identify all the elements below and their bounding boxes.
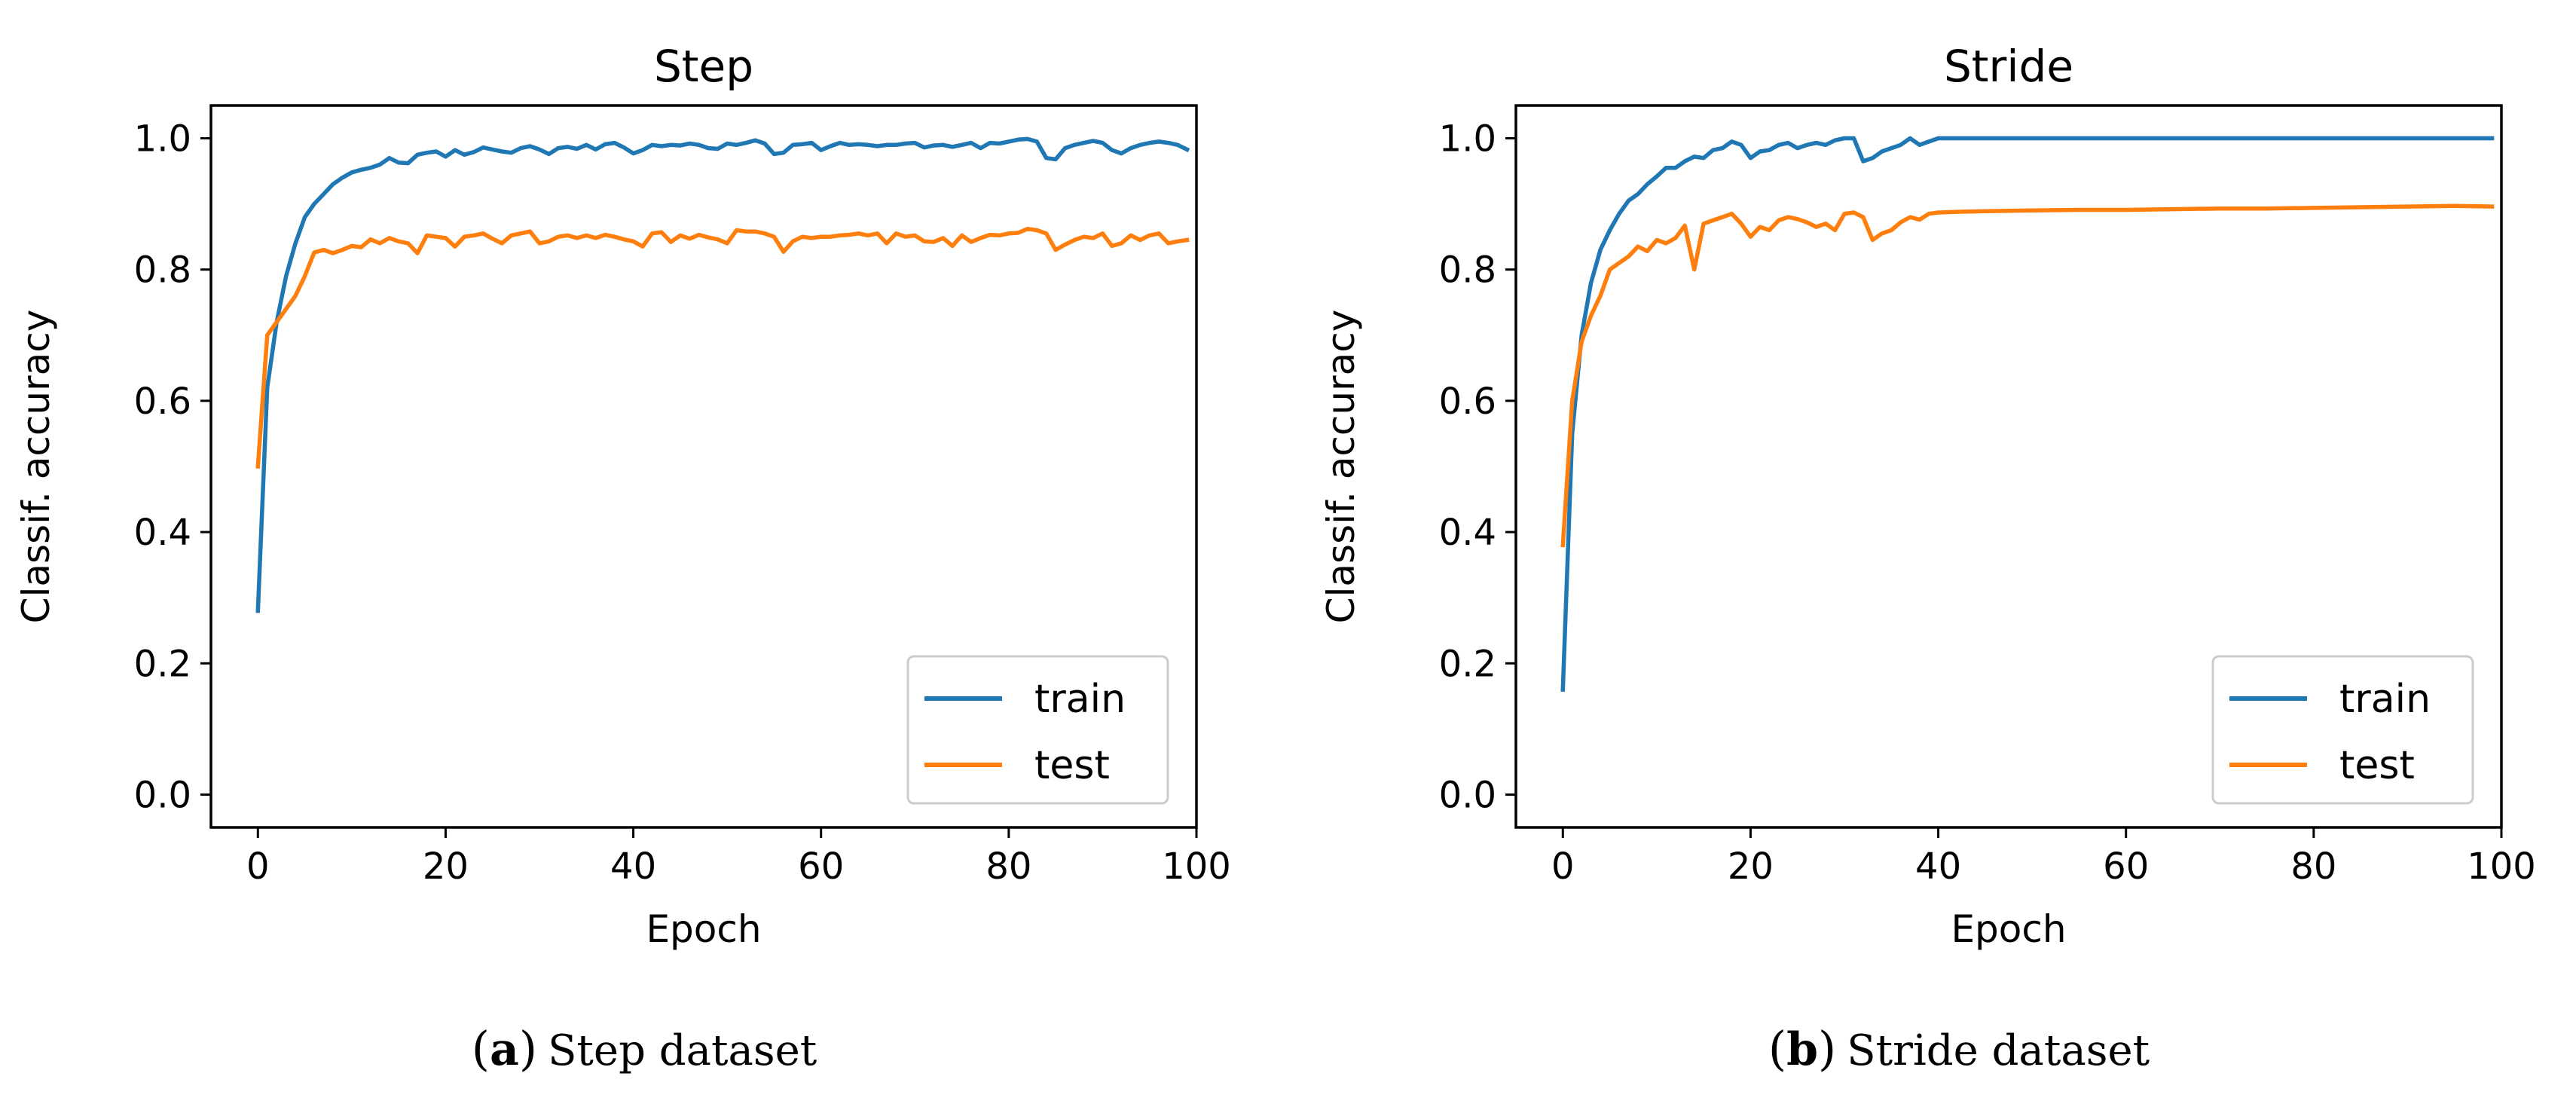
y-tick-label: 0.8	[134, 249, 191, 292]
x-tick-label: 100	[2467, 845, 2536, 888]
legend-label-train: train	[2339, 677, 2431, 722]
chart-title: Step	[654, 41, 753, 92]
y-tick-label: 1.0	[134, 118, 191, 161]
legend: train test	[906, 655, 1169, 805]
plot-frame	[209, 104, 1198, 829]
x-tick-label: 60	[798, 845, 844, 888]
x-tick-label: 40	[610, 845, 656, 888]
y-tick-label: 0.4	[134, 512, 191, 554]
x-tick-label: 20	[423, 845, 469, 888]
legend-label-train: train	[1034, 677, 1126, 722]
series-line-train	[1560, 136, 2495, 692]
y-axis-label: Classif. accuracy	[1319, 310, 1363, 624]
y-axis-label: Classif. accuracy	[14, 310, 58, 624]
y-tick-label: 0.8	[1439, 249, 1496, 292]
chart-panel-1: Step 0 20 40 60 80 100 0.0 0.2 0.4 0.6 0.8 1.0 Epoch C…	[14, 41, 1231, 1076]
series-group	[1560, 136, 2495, 692]
legend-label-test: test	[2339, 743, 2415, 788]
x-tick-label: 100	[1162, 845, 1231, 888]
panel-caption: (a) Step dataset	[472, 1021, 817, 1076]
y-tick-label: 0.6	[1439, 381, 1496, 423]
chart-title: Stride	[1944, 41, 2073, 92]
y-tick-label: 0.2	[134, 643, 191, 685]
legend-label-test: test	[1034, 743, 1110, 788]
y-tick-label: 0.6	[134, 381, 191, 423]
y-tick-label: 0.0	[1439, 774, 1496, 816]
y-tick-label: 0.2	[1439, 643, 1496, 685]
legend: train test	[2211, 655, 2474, 805]
y-tick-label: 1.0	[1439, 118, 1496, 161]
x-tick-label: 0	[1551, 845, 1575, 888]
x-tick-label: 20	[1728, 845, 1774, 888]
series-line-test	[1560, 203, 2495, 548]
x-tick-label: 60	[2103, 845, 2149, 888]
series-line-test	[255, 226, 1190, 469]
chart-panel-2: Stride 0 20 40 60 80 100 0.0 0.2 0.4 0.6 0.8 1.0 Epoc…	[1319, 41, 2536, 1076]
x-axis-label: Epoch	[1951, 907, 2066, 951]
series-group	[255, 136, 1190, 613]
y-tick-label: 0.0	[134, 774, 191, 816]
y-tick-label: 0.4	[1439, 512, 1496, 554]
x-tick-label: 80	[985, 845, 1031, 888]
plot-frame	[1514, 104, 2503, 829]
panel-caption: (b) Stride dataset	[1768, 1021, 2150, 1076]
series-line-train	[255, 136, 1190, 613]
x-tick-label: 0	[246, 845, 270, 888]
x-axis-label: Epoch	[646, 907, 761, 951]
x-tick-label: 40	[1915, 845, 1961, 888]
x-tick-label: 80	[2290, 845, 2336, 888]
